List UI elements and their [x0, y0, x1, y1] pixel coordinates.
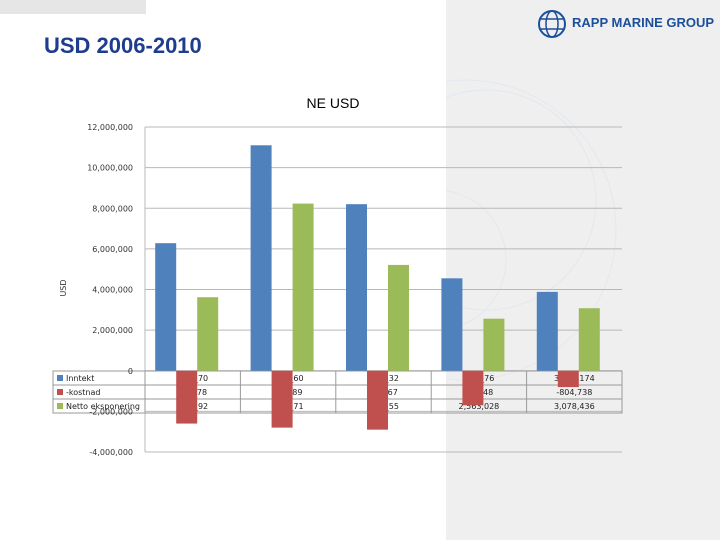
decorative-panel: [315, 0, 720, 540]
legend-swatch: [57, 389, 63, 395]
y-tick-label: 2,000,000: [92, 326, 133, 335]
bar: [250, 145, 272, 371]
company-logo: RAPP MARINE GROUP: [536, 8, 715, 40]
y-tick-label: -4,000,000: [89, 448, 133, 457]
bar: [271, 370, 293, 428]
bars: [155, 145, 600, 430]
bar: [536, 291, 558, 371]
y-axis-label: USD: [59, 279, 68, 296]
globe-icon: [538, 10, 566, 38]
table-cell: 3,078,436: [554, 402, 595, 411]
y-tick-label: 4,000,000: [92, 286, 133, 295]
legend-swatch: [57, 375, 63, 381]
legend: Inntekt -kostnad Netto eksponering: [57, 374, 140, 411]
bar: [483, 318, 505, 371]
y-axis-ticks: 12,000,000 10,000,000 8,000,000 6,000,000 4,…: [87, 123, 133, 457]
legend-label: Netto eksponering: [66, 402, 140, 411]
bar: [578, 308, 600, 371]
legend-label: Inntekt: [66, 374, 94, 383]
bar: [346, 204, 367, 371]
y-tick-label: -2,000,000: [89, 407, 133, 416]
bar: [155, 243, 177, 371]
top-strip: [0, 0, 146, 14]
logo-text: RAPP MARINE GROUP: [572, 15, 715, 30]
bar: [462, 370, 484, 406]
bar: [197, 297, 219, 371]
bar: [388, 264, 409, 371]
bar: [292, 203, 314, 371]
page-title: USD 2006-2010: [44, 33, 202, 58]
chart-title: NE USD: [307, 95, 360, 111]
table-cell: 2,563,028: [459, 402, 500, 411]
legend-label: -kostnad: [66, 388, 100, 397]
bar: [557, 370, 579, 388]
y-tick-label: 10,000,000: [87, 164, 133, 173]
legend-swatch: [57, 403, 63, 409]
bar: [441, 278, 463, 371]
y-tick-label: 8,000,000: [92, 204, 133, 213]
table-cell: -804,738: [556, 388, 592, 397]
y-tick-label: 0: [128, 367, 133, 376]
y-tick-label: 12,000,000: [87, 123, 133, 132]
bar: [176, 370, 198, 424]
bar: [367, 370, 388, 430]
y-tick-label: 6,000,000: [92, 245, 133, 254]
